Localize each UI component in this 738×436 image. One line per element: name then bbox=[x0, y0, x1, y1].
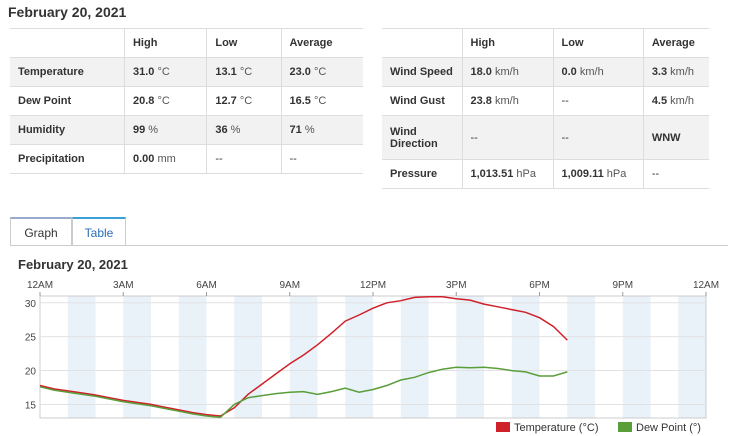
col-header-high: High bbox=[123, 28, 207, 58]
x-tick-label: 9PM bbox=[612, 280, 633, 291]
y-tick-label: 20 bbox=[25, 367, 37, 378]
x-tick-label: 6PM bbox=[529, 280, 550, 291]
cell-average: WNW bbox=[642, 115, 709, 160]
temperature-series-line bbox=[39, 295, 568, 417]
cell-low: -- bbox=[552, 115, 644, 160]
y-tick-label: 15 bbox=[25, 400, 37, 411]
row-label: Wind Direction bbox=[382, 115, 462, 160]
row-label: Temperature bbox=[10, 57, 125, 87]
legend-label: Dew Point (°) bbox=[636, 422, 701, 434]
hour-band bbox=[345, 296, 373, 418]
x-tick-label: 6AM bbox=[196, 280, 217, 291]
cell-high: 18.0 km/h bbox=[461, 57, 553, 87]
hour-band bbox=[567, 296, 595, 418]
table-row: Wind Speed 18.0 km/h 0.0 km/h 3.3 km/h bbox=[382, 57, 709, 87]
cell-low: 1,009.11 hPa bbox=[552, 159, 644, 189]
cell-low: 13.1 °C bbox=[206, 57, 281, 87]
page-date-heading: February 20, 2021 bbox=[8, 4, 127, 20]
table-row: Pressure 1,013.51 hPa 1,009.11 hPa -- bbox=[382, 159, 709, 189]
cell-high: 31.0 °C bbox=[123, 57, 207, 87]
hour-band bbox=[289, 296, 318, 418]
cell-average: 16.5 °C bbox=[280, 86, 363, 116]
cell-average: -- bbox=[280, 144, 363, 174]
hour-band bbox=[67, 296, 96, 418]
cell-low: 12.7 °C bbox=[206, 86, 281, 116]
table-row: Precipitation 0.00 mm -- -- bbox=[10, 144, 363, 174]
table-row: Temperature 31.0 °C 13.1 °C 23.0 °C bbox=[10, 57, 363, 87]
hour-band bbox=[678, 296, 706, 418]
y-tick-label: 30 bbox=[25, 299, 37, 310]
col-header-average: Average bbox=[642, 28, 709, 58]
table-row: Dew Point 20.8 °C 12.7 °C 16.5 °C bbox=[10, 86, 363, 116]
table-row: Wind Gust 23.8 km/h -- 4.5 km/h bbox=[382, 86, 709, 116]
cell-high: 0.00 mm bbox=[123, 144, 207, 174]
cell-low: 36 % bbox=[206, 115, 281, 145]
cell-average: -- bbox=[642, 159, 709, 189]
col-header-low: Low bbox=[206, 28, 281, 58]
cell-low: -- bbox=[206, 144, 281, 174]
hour-band bbox=[178, 296, 207, 418]
x-tick-label: 3AM bbox=[113, 280, 134, 291]
row-label: Wind Speed bbox=[382, 57, 462, 87]
table-row: Humidity 99 % 36 % 71 % bbox=[10, 115, 363, 145]
tab-table[interactable]: Table bbox=[72, 217, 126, 245]
table-corner bbox=[10, 28, 125, 58]
col-header-low: Low bbox=[552, 28, 644, 58]
x-tick-label: 12PM bbox=[360, 280, 386, 291]
hour-band bbox=[622, 296, 651, 418]
tab-divider bbox=[10, 245, 728, 246]
x-tick-label: 12AM bbox=[693, 280, 719, 291]
row-label: Dew Point bbox=[10, 86, 125, 116]
tab-graph[interactable]: Graph bbox=[10, 217, 72, 245]
wind-pressure-summary-table: High Low Average Wind Speed 18.0 km/h 0.… bbox=[382, 28, 709, 189]
chart-title: February 20, 2021 bbox=[18, 257, 128, 272]
hour-band bbox=[400, 296, 429, 418]
row-label: Pressure bbox=[382, 159, 462, 189]
table-row: Wind Direction -- -- WNW bbox=[382, 115, 709, 160]
weather-line-chart: 15 20 25 30 12AM 3AM 6AM 9AM 12PM 3PM 6PM 9PM 12AM Te… bbox=[25, 280, 719, 434]
legend-swatch bbox=[618, 422, 632, 432]
row-label: Precipitation bbox=[10, 144, 125, 174]
y-tick-label: 25 bbox=[25, 333, 37, 344]
cell-low: 0.0 km/h bbox=[552, 57, 644, 87]
temperature-summary-table: High Low Average Temperature 31.0 °C 13.… bbox=[10, 28, 363, 174]
cell-high: -- bbox=[461, 115, 553, 160]
row-label: Humidity bbox=[10, 115, 125, 145]
row-label: Wind Gust bbox=[382, 86, 462, 116]
dew-point-series-line bbox=[39, 366, 568, 419]
cell-high: 23.8 km/h bbox=[461, 86, 553, 116]
table-corner bbox=[382, 28, 462, 58]
cell-average: 4.5 km/h bbox=[642, 86, 709, 116]
hour-band bbox=[123, 296, 151, 418]
legend-label: Temperature (°C) bbox=[514, 422, 598, 434]
legend-swatch bbox=[496, 422, 510, 432]
cell-high: 20.8 °C bbox=[123, 86, 207, 116]
x-tick-label: 12AM bbox=[27, 280, 53, 291]
cell-average: 3.3 km/h bbox=[642, 57, 709, 87]
x-tick-label: 9AM bbox=[279, 280, 300, 291]
cell-average: 23.0 °C bbox=[280, 57, 363, 87]
cell-low: -- bbox=[552, 86, 644, 116]
cell-average: 71 % bbox=[280, 115, 363, 145]
col-header-high: High bbox=[461, 28, 553, 58]
col-header-average: Average bbox=[280, 28, 363, 58]
hour-band bbox=[456, 296, 484, 418]
hour-band bbox=[511, 296, 540, 418]
cell-high: 99 % bbox=[123, 115, 207, 145]
hour-band bbox=[234, 296, 262, 418]
cell-high: 1,013.51 hPa bbox=[461, 159, 553, 189]
x-tick-label: 3PM bbox=[446, 280, 467, 291]
